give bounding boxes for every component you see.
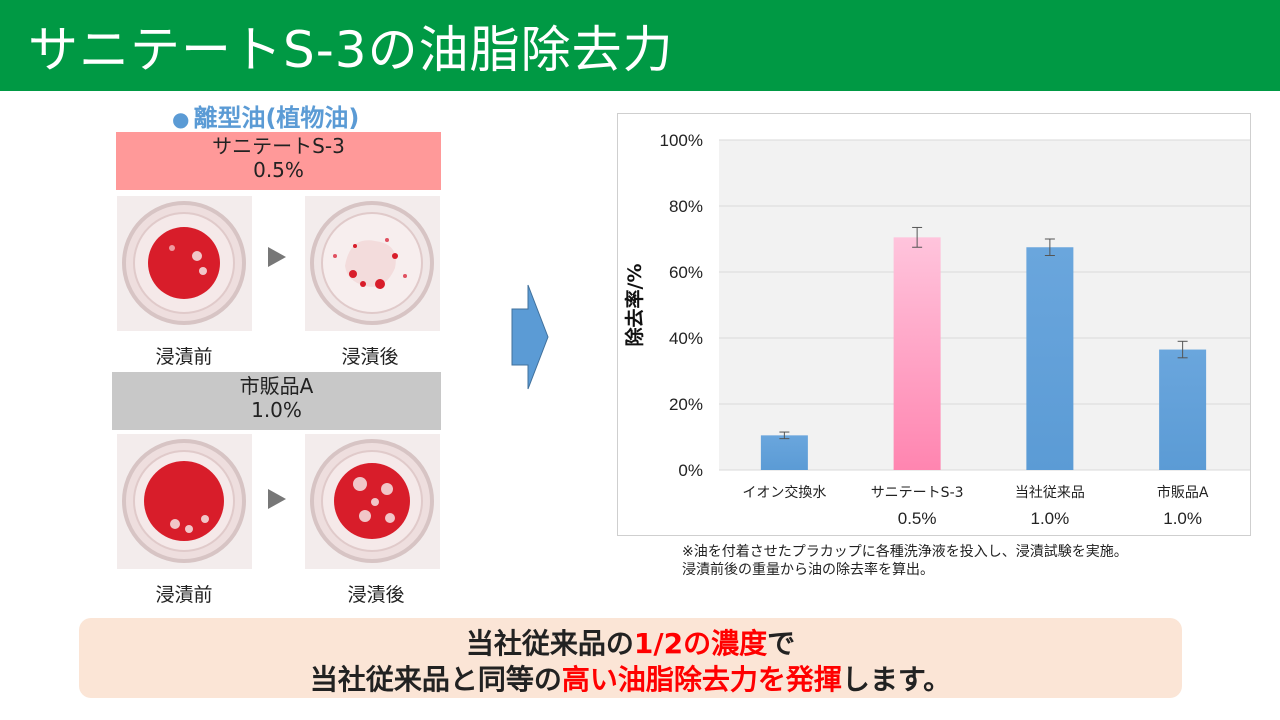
x-category-label: 市販品A: [1157, 484, 1209, 501]
result-arrow-icon: [511, 284, 549, 390]
x-category-label: イオン交換水: [742, 484, 826, 501]
photo-after-sanitate: [305, 196, 440, 331]
bar: [760, 435, 808, 470]
y-tick-label: 20%: [669, 395, 703, 414]
caption-after: 浸漬後: [347, 584, 405, 606]
product-concentration: 0.5%: [253, 158, 304, 182]
chart-frame: 0% 20% 40% 60% 80% 100% 除去率/% イオン交換水 サニテートS-3 0.5…: [617, 113, 1251, 536]
x-concentration-label: 1.0%: [1163, 509, 1202, 528]
product-concentration: 1.0%: [251, 398, 302, 422]
page-title: サニテートS-3の油脂除去力: [28, 21, 674, 79]
conclusion-banner: 当社従来品の1/2の濃度で 当社従来品と同等の高い油脂除去力を発揮します。: [79, 618, 1182, 698]
conclusion-text: 当社従来品と同等の: [309, 663, 562, 696]
removal-rate-chart: 0% 20% 40% 60% 80% 100% 除去率/% イオン交換水 サニテートS-3 0.5…: [623, 131, 1250, 528]
bar: [1026, 247, 1074, 470]
product-name: 市販品A: [239, 374, 314, 398]
arrow-right-icon: [268, 489, 286, 509]
y-tick-label: 0%: [678, 461, 703, 480]
conclusion-text: で: [767, 627, 796, 660]
conclusion-highlight: 高い油脂除去力を発揮: [561, 663, 842, 696]
method-note: ※油を付着させたプラカップに各種洗浄液を投入し、浸漬試験を実施。 浸漬前後の重量…: [682, 543, 1128, 579]
y-axis-label: 除去率/%: [623, 264, 646, 347]
x-category-label: サニテートS-3: [871, 485, 964, 501]
conclusion-highlight: 1/2の濃度: [633, 627, 768, 660]
bar: [893, 237, 941, 470]
conclusion-text: 当社従来品の: [465, 627, 634, 660]
caption-after: 浸漬後: [341, 346, 399, 368]
product-label-sanitate: サニテートS-3 0.5%: [116, 132, 441, 190]
title-bar: サニテートS-3の油脂除去力: [0, 0, 1280, 91]
conclusion-line-1: 当社従来品の1/2の濃度で: [79, 622, 1182, 662]
photo-after-commercial-a: [305, 434, 440, 569]
bullet-dot-icon: ●: [172, 107, 190, 131]
product-name: サニテートS-3: [212, 134, 345, 158]
y-tick-label: 40%: [669, 329, 703, 348]
caption-before: 浸漬前: [155, 346, 213, 368]
conclusion-line-2: 当社従来品と同等の高い油脂除去力を発揮します。: [79, 658, 1182, 698]
product-label-commercial-a: 市販品A 1.0%: [112, 372, 441, 430]
bar: [1159, 349, 1207, 470]
section-title-text: 離型油(植物油): [193, 104, 360, 132]
arrow-right-icon: [268, 247, 286, 267]
y-tick-label: 60%: [669, 263, 703, 282]
note-line-2: 浸漬前後の重量から油の除去率を算出。: [682, 562, 934, 578]
y-tick-label: 80%: [669, 197, 703, 216]
photo-before-commercial-a: [117, 434, 252, 569]
section-title: ● 離型油(植物油): [172, 98, 402, 133]
note-line-1: ※油を付着させたプラカップに各種洗浄液を投入し、浸漬試験を実施。: [682, 544, 1128, 560]
conclusion-text: します。: [841, 663, 952, 696]
photo-before-sanitate: [117, 196, 252, 331]
x-category-label: 当社従来品: [1015, 485, 1085, 501]
caption-before: 浸漬前: [155, 584, 213, 606]
x-concentration-label: 1.0%: [1031, 509, 1070, 528]
x-concentration-label: 0.5%: [898, 509, 937, 528]
y-tick-label: 100%: [660, 131, 703, 150]
